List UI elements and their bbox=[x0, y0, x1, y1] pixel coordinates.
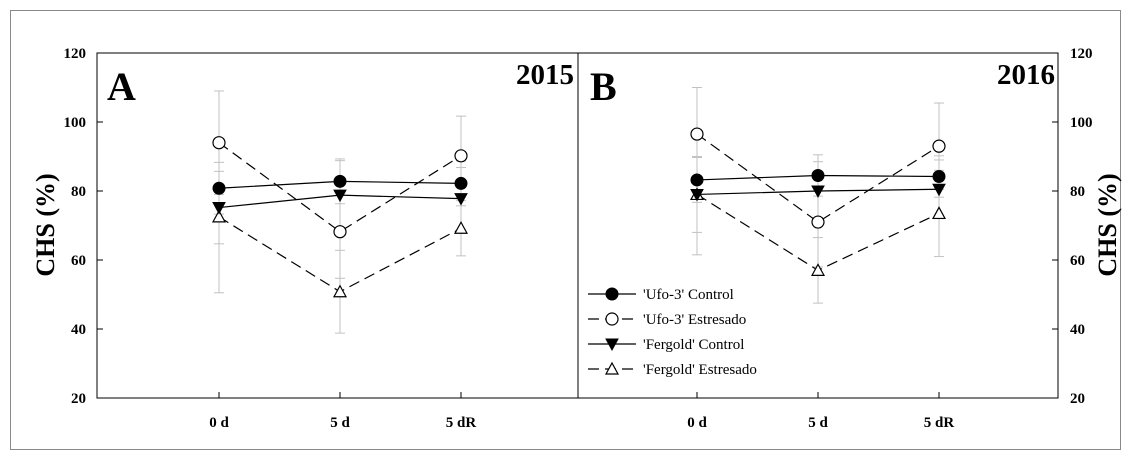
data-point-ufo_control bbox=[212, 181, 226, 195]
panel-a: 20 40 60 80 100 120 0 d 5 d 5 dR A 2015 bbox=[64, 46, 575, 431]
data-point-fergold_control bbox=[333, 189, 347, 203]
legend-marker-swatch bbox=[605, 287, 619, 301]
data-point-fergold_stress bbox=[810, 263, 826, 276]
data-point-ufo_control bbox=[690, 173, 704, 187]
legend-marker-swatch bbox=[605, 312, 619, 326]
y-tick-label: 120 bbox=[64, 46, 87, 62]
data-point-ufo_stress bbox=[212, 136, 226, 150]
y-tick-label: 100 bbox=[1070, 115, 1093, 131]
panel-b-letter: B bbox=[590, 64, 617, 109]
x-ticks: 0 d 5 d 5 dR bbox=[209, 392, 476, 431]
data-point-fergold_control bbox=[932, 183, 946, 197]
x-tick-label: 5 d bbox=[330, 415, 350, 431]
legend-item-ufo_stress: 'Ufo-3' Estresado bbox=[588, 312, 746, 328]
data-point-ufo_stress bbox=[932, 139, 946, 153]
panel-a-year: 2015 bbox=[516, 59, 574, 91]
data-point-ufo_stress bbox=[333, 225, 347, 239]
data-point-fergold_control bbox=[811, 185, 825, 199]
panel-b: 20 40 60 80 100 120 0 d 5 d 5 dR B 2016 bbox=[590, 46, 1093, 431]
markers-layer bbox=[211, 136, 469, 298]
x-tick-label: 5 d bbox=[808, 415, 828, 431]
data-point-ufo_control bbox=[811, 168, 825, 182]
data-point-fergold_stress bbox=[931, 206, 947, 220]
data-point-ufo_stress bbox=[454, 149, 468, 163]
y-tick-label: 120 bbox=[1070, 46, 1093, 62]
plot-frame bbox=[96, 52, 1059, 399]
legend-item-fergold_stress: 'Fergold' Estresado bbox=[588, 361, 757, 378]
data-point-ufo_control bbox=[333, 174, 347, 188]
data-point-fergold_stress bbox=[453, 221, 469, 234]
y-tick-label: 20 bbox=[71, 391, 86, 407]
x-tick-label: 0 d bbox=[209, 415, 229, 431]
legend: 'Ufo-3' Control 'Ufo-3' Estresado 'Fergold… bbox=[588, 287, 757, 378]
data-point-ufo_control bbox=[454, 176, 468, 190]
y-ticks-right: 20 40 60 80 100 120 bbox=[1052, 46, 1093, 407]
y-tick-label: 80 bbox=[1070, 184, 1085, 200]
panel-a-letter: A bbox=[107, 64, 136, 109]
legend-label: 'Fergold' Control bbox=[643, 337, 744, 353]
y-ticks-left: 20 40 60 80 100 120 bbox=[64, 46, 103, 407]
y-tick-label: 40 bbox=[1070, 322, 1085, 338]
y-axis-title-left: CHS (%) bbox=[31, 173, 60, 276]
x-tick-label: 0 d bbox=[687, 415, 707, 431]
data-point-fergold_control bbox=[454, 193, 468, 206]
y-tick-label: 40 bbox=[71, 322, 86, 338]
data-point-fergold_stress bbox=[211, 209, 227, 223]
figure-frame bbox=[10, 10, 1121, 450]
legend-item-ufo_control: 'Ufo-3' Control bbox=[588, 287, 734, 303]
legend-label: 'Ufo-3' Estresado bbox=[643, 312, 746, 328]
data-point-ufo_control bbox=[932, 170, 946, 184]
y-tick-label: 100 bbox=[64, 115, 87, 131]
data-point-fergold_control bbox=[690, 188, 704, 202]
legend-marker-swatch bbox=[604, 361, 620, 375]
y-axis-title-right: CHS (%) bbox=[1093, 173, 1122, 276]
panel-b-year: 2016 bbox=[997, 59, 1055, 91]
y-tick-label: 80 bbox=[71, 184, 86, 200]
legend-marker-swatch bbox=[605, 338, 619, 352]
x-ticks: 0 d 5 d 5 dR bbox=[687, 392, 954, 431]
x-tick-label: 5 dR bbox=[924, 415, 955, 431]
series-line-ufo_stress bbox=[696, 133, 940, 223]
markers-layer bbox=[689, 127, 947, 276]
y-tick-label: 60 bbox=[1070, 253, 1085, 269]
x-tick-label: 5 dR bbox=[446, 415, 477, 431]
legend-label: 'Fergold' Estresado bbox=[643, 362, 757, 378]
y-tick-label: 60 bbox=[71, 253, 86, 269]
y-tick-label: 20 bbox=[1070, 391, 1085, 407]
legend-label: 'Ufo-3' Control bbox=[643, 287, 734, 303]
legend-item-fergold_control: 'Fergold' Control bbox=[588, 337, 744, 353]
series-line-ufo_stress bbox=[218, 142, 462, 233]
data-point-ufo_stress bbox=[811, 215, 825, 229]
data-point-ufo_stress bbox=[690, 127, 704, 141]
data-point-fergold_stress bbox=[332, 284, 348, 298]
data-point-fergold_control bbox=[212, 202, 226, 215]
